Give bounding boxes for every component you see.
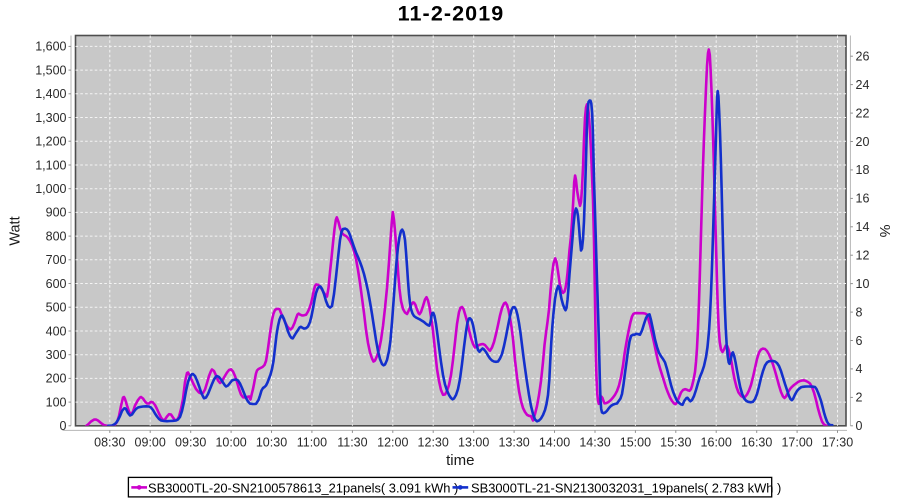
svg-text:SB3000TL-21-SN2130032031_19pan: SB3000TL-21-SN2130032031_19panels( 2.783… xyxy=(471,480,781,495)
svg-text:16:00: 16:00 xyxy=(701,436,732,450)
svg-text:1,100: 1,100 xyxy=(35,158,66,172)
svg-text:18: 18 xyxy=(856,163,870,177)
svg-text:1,600: 1,600 xyxy=(35,40,66,54)
svg-text:400: 400 xyxy=(46,324,67,338)
svg-text:14:30: 14:30 xyxy=(579,436,610,450)
svg-text:700: 700 xyxy=(46,253,67,267)
svg-text:22: 22 xyxy=(856,106,870,120)
svg-text:13:00: 13:00 xyxy=(458,436,489,450)
svg-text:08:30: 08:30 xyxy=(94,436,125,450)
svg-text:20: 20 xyxy=(856,135,870,149)
svg-text:1,000: 1,000 xyxy=(35,182,66,196)
svg-text:14: 14 xyxy=(856,220,870,234)
svg-text:09:30: 09:30 xyxy=(175,436,206,450)
svg-text:8: 8 xyxy=(856,305,863,319)
svg-text:0: 0 xyxy=(60,419,67,433)
svg-text:200: 200 xyxy=(46,372,67,386)
svg-text:600: 600 xyxy=(46,277,67,291)
svg-text:500: 500 xyxy=(46,301,67,315)
svg-text:300: 300 xyxy=(46,348,67,362)
svg-text:26: 26 xyxy=(856,50,870,64)
svg-text:11:00: 11:00 xyxy=(297,436,327,450)
svg-text:2: 2 xyxy=(856,391,863,405)
svg-text:0: 0 xyxy=(856,419,863,433)
svg-text:1,300: 1,300 xyxy=(35,111,66,125)
svg-text:16:30: 16:30 xyxy=(741,436,772,450)
svg-text:17:30: 17:30 xyxy=(822,436,853,450)
svg-text:15:30: 15:30 xyxy=(660,436,691,450)
svg-text:12:30: 12:30 xyxy=(418,436,449,450)
svg-text:time: time xyxy=(446,452,474,469)
svg-text:11:30: 11:30 xyxy=(337,436,367,450)
svg-text:SB3000TL-20-SN2100578613_21pan: SB3000TL-20-SN2100578613_21panels( 3.091… xyxy=(148,480,458,495)
svg-text:1,500: 1,500 xyxy=(35,63,66,77)
svg-text:6: 6 xyxy=(856,334,863,348)
svg-text:13:30: 13:30 xyxy=(498,436,529,450)
svg-text:10: 10 xyxy=(856,277,870,291)
svg-text:14:00: 14:00 xyxy=(539,436,570,450)
svg-text:11-2-2019: 11-2-2019 xyxy=(398,2,505,26)
svg-text:10:30: 10:30 xyxy=(256,436,287,450)
svg-text:10:00: 10:00 xyxy=(215,436,246,450)
svg-text:16: 16 xyxy=(856,192,870,206)
svg-text:09:00: 09:00 xyxy=(135,436,166,450)
svg-text:%: % xyxy=(876,225,892,238)
svg-text:12:00: 12:00 xyxy=(377,436,408,450)
svg-text:17:00: 17:00 xyxy=(781,436,812,450)
svg-text:15:00: 15:00 xyxy=(620,436,651,450)
svg-text:1,400: 1,400 xyxy=(35,87,66,101)
svg-text:12: 12 xyxy=(856,249,870,263)
svg-text:100: 100 xyxy=(46,395,67,409)
svg-text:800: 800 xyxy=(46,229,67,243)
svg-text:Watt: Watt xyxy=(8,216,24,245)
svg-text:4: 4 xyxy=(856,362,863,376)
svg-text:900: 900 xyxy=(46,206,67,220)
svg-text:1,200: 1,200 xyxy=(35,135,66,149)
svg-text:24: 24 xyxy=(856,78,870,92)
